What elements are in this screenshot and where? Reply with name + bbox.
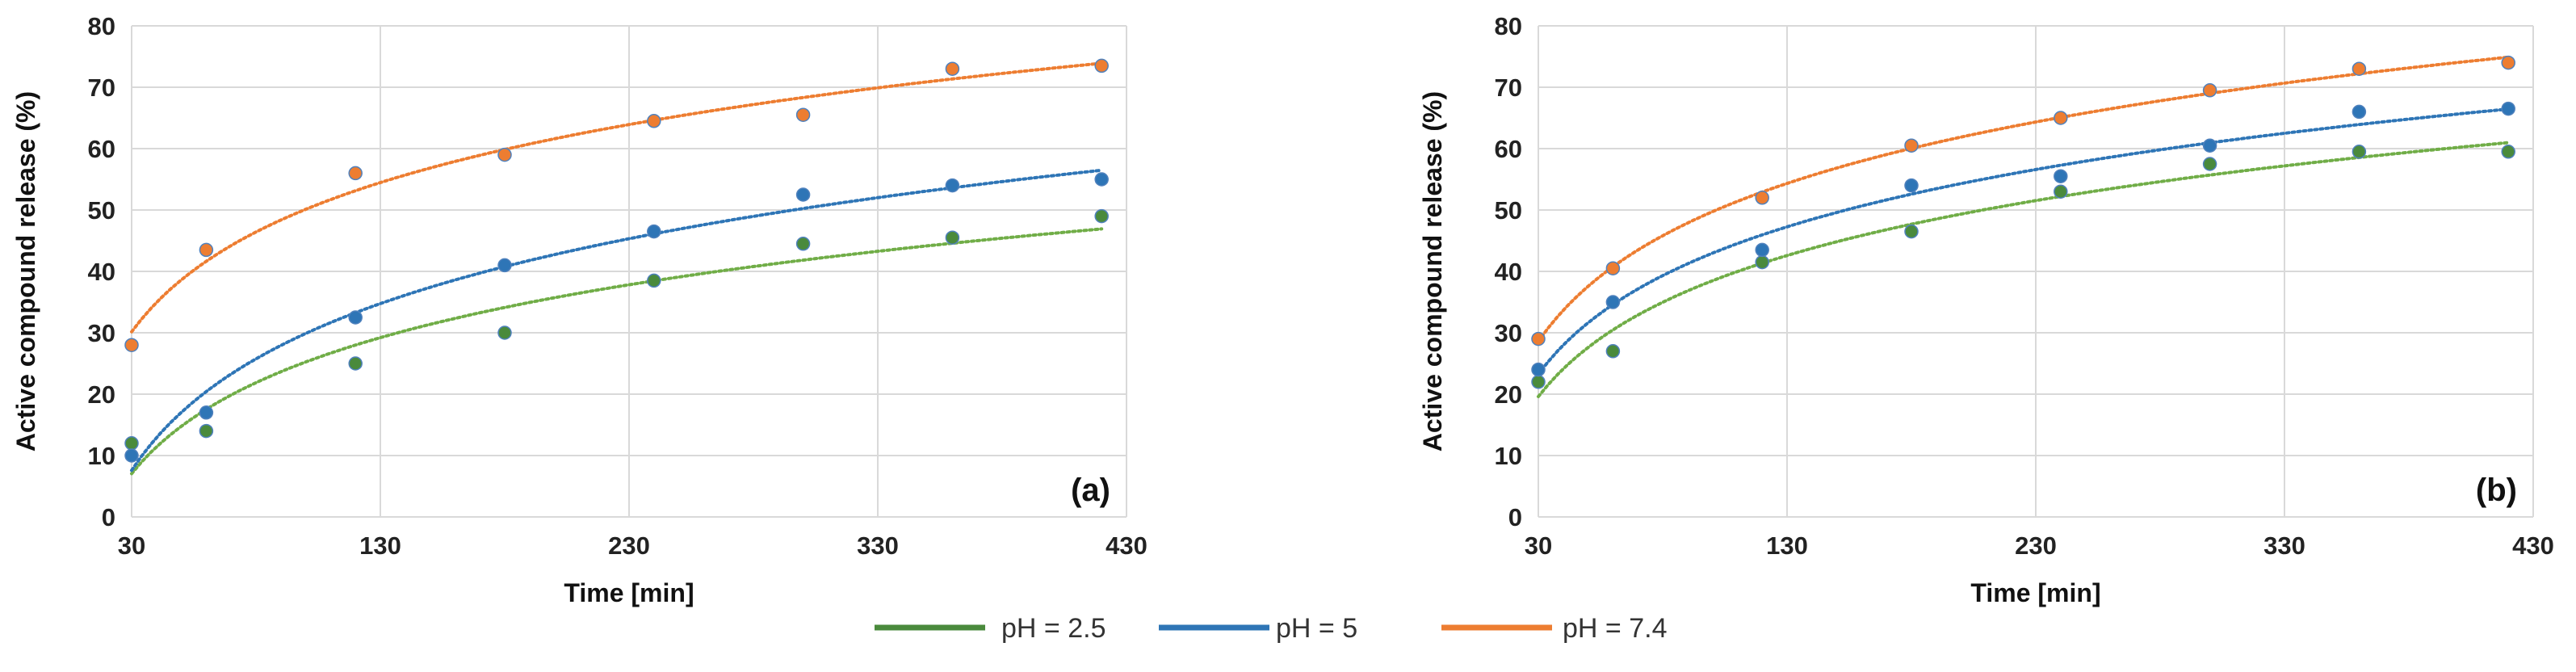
data-point	[1531, 362, 1546, 377]
x-tick-label: 30	[1525, 531, 1552, 560]
trendline-ph-2-5	[1537, 141, 2511, 398]
y-tick-label: 50	[88, 196, 115, 225]
data-point	[647, 273, 661, 288]
x-tick-label: 330	[2263, 531, 2305, 560]
data-point	[647, 114, 661, 128]
y-axis-title: Active compound release (%)	[11, 91, 40, 452]
y-tick-label: 30	[1495, 319, 1522, 347]
x-tick-label: 230	[2015, 531, 2057, 560]
data-point	[2054, 111, 2068, 125]
trendline-ph-7-4	[1537, 55, 2511, 343]
trendline-ph-5	[1537, 107, 2511, 376]
data-point	[1755, 191, 1769, 205]
x-tick-label: 430	[2512, 531, 2554, 560]
legend-label: pH = 2.5	[1001, 613, 1105, 644]
data-point	[945, 230, 960, 245]
chart-panel-a: 0 10 20 30 40 50 60 70 80 30 130 230 330 430 Time [min…	[11, 12, 1147, 607]
data-point	[1904, 138, 1919, 153]
y-tick-label: 20	[88, 380, 115, 409]
trendline-ph-5	[130, 168, 1104, 472]
legend-label: pH = 5	[1276, 613, 1357, 644]
y-tick-label: 0	[102, 503, 115, 531]
data-point	[199, 242, 214, 258]
x-tick-label: 130	[1766, 531, 1808, 560]
x-axis-title: Time [min]	[564, 578, 694, 607]
data-point	[945, 178, 960, 193]
y-tick-label: 40	[88, 258, 115, 286]
y-tick-label: 60	[88, 135, 115, 163]
data-point	[348, 310, 363, 325]
data-point	[647, 224, 661, 239]
data-point	[2202, 157, 2217, 171]
chart-panel-b: 0 10 20 30 40 50 60 70 80 30 130 230 330 430 Time [min…	[1418, 12, 2554, 607]
data-point	[124, 436, 139, 451]
panel-label: (b)	[2476, 472, 2517, 508]
x-tick-label: 30	[118, 531, 145, 560]
data-point	[1531, 375, 1546, 389]
x-tick-label: 230	[608, 531, 650, 560]
data-point	[2501, 101, 2515, 116]
y-tick-label: 10	[88, 442, 115, 470]
y-tick-label: 50	[1495, 196, 1522, 225]
data-point	[1094, 172, 1109, 187]
data-point	[348, 356, 363, 371]
data-point	[2352, 61, 2367, 76]
data-point	[2501, 55, 2515, 70]
data-point	[1904, 178, 1919, 193]
y-tick-label: 20	[1495, 380, 1522, 409]
data-point	[1094, 208, 1109, 224]
data-point	[124, 338, 139, 352]
data-point	[795, 237, 811, 251]
data-point	[2054, 184, 2068, 199]
x-tick-label: 130	[359, 531, 401, 560]
legend: pH = 2.5 pH = 5 pH = 7.4	[875, 613, 1667, 644]
data-point	[795, 107, 811, 122]
x-axis-title: Time [min]	[1970, 578, 2100, 607]
data-point	[2352, 104, 2367, 120]
y-axis-title: Active compound release (%)	[1418, 91, 1447, 452]
data-point	[1755, 242, 1769, 258]
data-point	[1605, 344, 1621, 359]
data-point	[2501, 145, 2515, 159]
data-point	[1094, 58, 1109, 74]
data-point	[1605, 261, 1621, 275]
data-point	[1755, 254, 1769, 270]
trendline-ph-7-4	[130, 61, 1104, 334]
data-point	[199, 405, 214, 420]
y-tick-label: 80	[1495, 12, 1522, 40]
data-point	[2352, 145, 2367, 159]
x-tick-label: 430	[1105, 531, 1147, 560]
data-point	[124, 448, 139, 463]
data-point	[2202, 138, 2217, 153]
data-point	[199, 423, 214, 439]
trendline-ph-2-5	[130, 227, 1104, 476]
y-tick-label: 70	[1495, 74, 1522, 102]
y-tick-label: 60	[1495, 135, 1522, 163]
y-tick-label: 0	[1508, 503, 1522, 531]
data-point	[497, 258, 512, 273]
data-point	[1904, 224, 1919, 239]
data-point	[2054, 169, 2068, 183]
data-point	[348, 166, 363, 181]
y-tick-label: 80	[88, 12, 115, 40]
x-tick-label: 330	[857, 531, 899, 560]
y-tick-label: 70	[88, 74, 115, 102]
data-point	[497, 326, 512, 340]
panel-label: (a)	[1071, 472, 1110, 508]
y-tick-label: 30	[88, 319, 115, 347]
data-point	[2202, 83, 2217, 98]
data-point	[1605, 295, 1621, 309]
data-point	[1531, 331, 1546, 346]
legend-label: pH = 7.4	[1563, 613, 1667, 644]
data-point	[497, 147, 512, 162]
data-point	[945, 61, 960, 76]
data-point	[795, 187, 811, 202]
y-tick-label: 10	[1495, 442, 1522, 470]
y-tick-label: 40	[1495, 258, 1522, 286]
